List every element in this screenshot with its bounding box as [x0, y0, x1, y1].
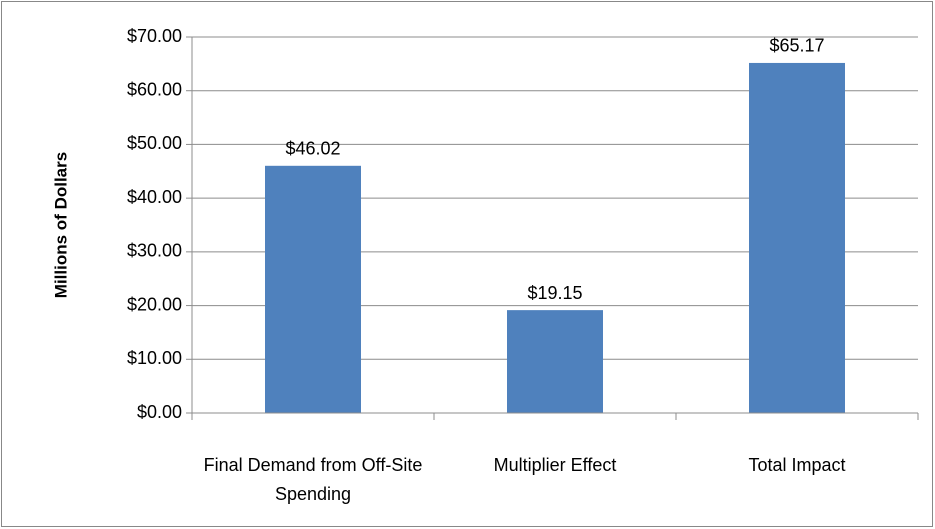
data-label: $46.02 [285, 139, 340, 159]
y-tick-label: $10.00 [127, 348, 182, 368]
y-tick-label: $40.00 [127, 187, 182, 207]
bar [507, 310, 603, 413]
bar [265, 165, 361, 413]
y-tick-label: $30.00 [127, 241, 182, 261]
bar [749, 62, 845, 413]
x-tick-label: Final Demand from Off-Site Spending [203, 455, 423, 504]
y-tick-label: $70.00 [127, 26, 182, 46]
y-tick-label: $50.00 [127, 133, 182, 153]
y-tick-label: $0.00 [137, 402, 182, 422]
x-tick-label: Total Impact [748, 455, 846, 475]
y-tick-label: $20.00 [127, 294, 182, 314]
y-axis-title: Millions of Dollars [51, 152, 70, 298]
y-tick-label: $60.00 [127, 79, 182, 99]
x-tick-label: Multiplier Effect [493, 455, 617, 475]
data-label: $19.15 [527, 283, 582, 303]
data-label: $65.17 [769, 36, 824, 56]
